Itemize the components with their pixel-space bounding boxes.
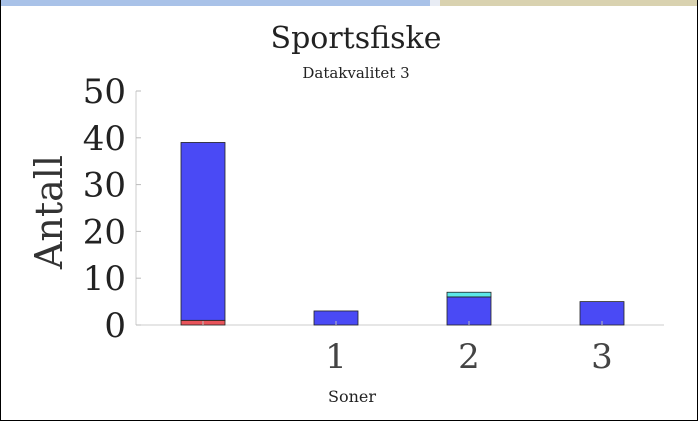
y-tick-label: 50	[83, 72, 126, 112]
y-axis-label: Antall	[27, 155, 71, 270]
x-axis-label: Soner	[328, 387, 376, 406]
x-tick-label: 1	[325, 337, 347, 377]
y-tick-label: 20	[83, 212, 126, 252]
y-ticks: 0 10 20 30 40 50	[83, 72, 141, 346]
bar-segment	[446, 291, 492, 298]
y-tick-label: 30	[83, 166, 126, 206]
y-tick-label: 40	[83, 119, 126, 159]
y-tick-label: 10	[83, 259, 126, 299]
chart-subtitle: Datakvalitet 3	[302, 64, 409, 82]
window-top-strip-left	[0, 0, 430, 6]
window-top-strip-right	[440, 0, 698, 6]
x-tick-label: 2	[458, 337, 480, 377]
bars	[180, 142, 625, 326]
y-tick-label: 0	[104, 306, 126, 346]
bar-segment	[446, 296, 492, 326]
chart-title: Sportsfiske	[271, 21, 442, 56]
bar-segment	[180, 142, 226, 321]
x-ticks: 1 2 3	[202, 321, 613, 377]
x-tick-label: 3	[591, 337, 613, 377]
